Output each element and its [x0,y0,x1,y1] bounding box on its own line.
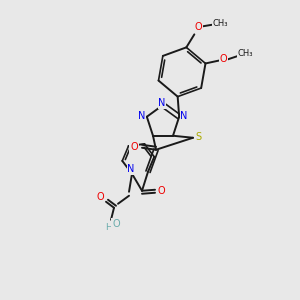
Text: CH₃: CH₃ [238,49,253,58]
Text: N: N [158,98,166,108]
Text: N: N [127,164,135,174]
Text: O: O [112,219,120,229]
Text: S: S [195,132,201,142]
Text: N: N [138,111,146,121]
Text: O: O [96,192,104,202]
Text: O: O [157,186,165,196]
Text: O: O [194,22,202,32]
Text: CH₃: CH₃ [213,19,228,28]
Text: H: H [105,223,111,232]
Text: O: O [220,54,227,64]
Text: N: N [181,111,188,121]
Text: O: O [130,142,138,152]
